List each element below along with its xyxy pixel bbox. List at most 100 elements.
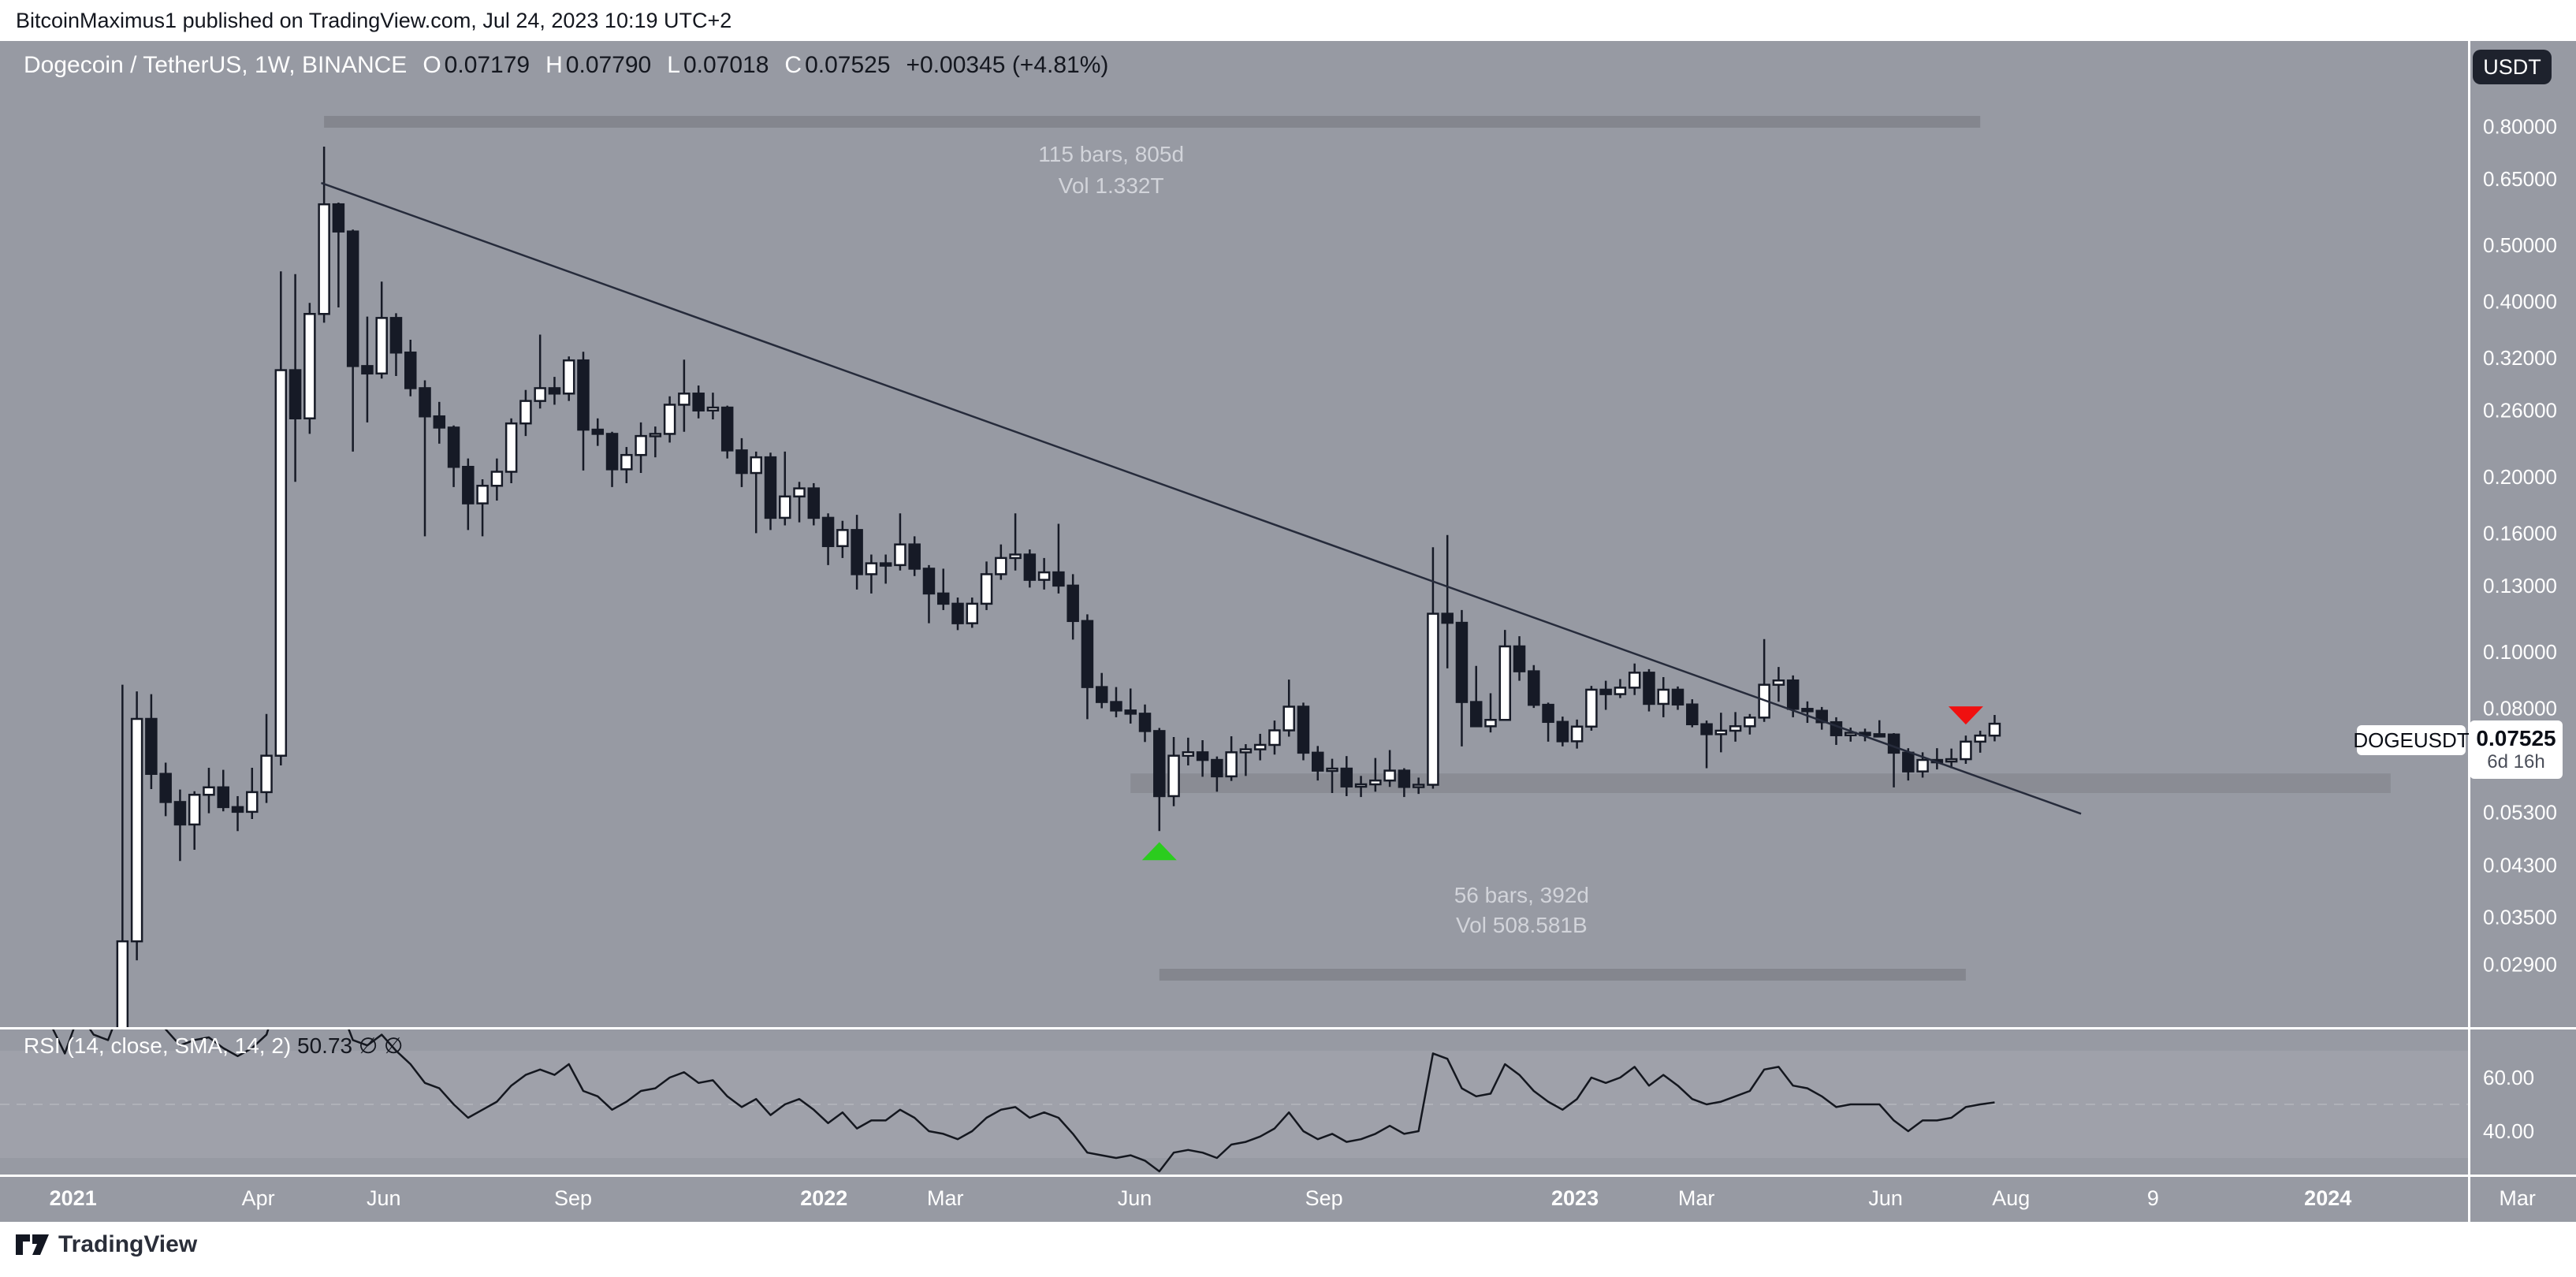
time-tick-label: Jun bbox=[367, 1186, 401, 1210]
time-tick-label: Mar bbox=[927, 1186, 964, 1210]
time-tick-label: 2022 bbox=[800, 1186, 847, 1210]
candle bbox=[1196, 740, 1209, 777]
candle bbox=[807, 482, 821, 526]
candle bbox=[303, 303, 316, 434]
price-tick-label: 0.04300 bbox=[2483, 853, 2557, 877]
time-tick-label: Sep bbox=[1305, 1186, 1343, 1210]
candle bbox=[1744, 713, 1756, 735]
price-tick-label: 0.50000 bbox=[2483, 233, 2557, 257]
price-tick-label: 0.32000 bbox=[2483, 346, 2557, 370]
time-tick-label: Aug bbox=[1992, 1186, 2030, 1210]
candle bbox=[1700, 720, 1713, 769]
candle bbox=[1282, 679, 1295, 737]
candle bbox=[173, 789, 187, 862]
candle bbox=[1182, 737, 1195, 766]
candle bbox=[1297, 702, 1310, 761]
axis-separator bbox=[0, 1175, 2576, 1177]
support-zone-rectangle[interactable] bbox=[1130, 773, 2391, 794]
candle bbox=[1095, 672, 1108, 709]
candle bbox=[116, 684, 129, 1027]
tradingview-logo-text: TradingView bbox=[58, 1231, 198, 1257]
bar-countdown: 6d 16h bbox=[2487, 751, 2545, 773]
candle bbox=[1945, 748, 1958, 769]
candle bbox=[706, 393, 720, 420]
candle bbox=[1528, 665, 1540, 709]
symbol-title[interactable]: Dogecoin / TetherUS, 1W, BINANCE bbox=[24, 52, 408, 78]
date-range-band[interactable] bbox=[324, 116, 1981, 128]
arrow-up-marker[interactable] bbox=[1141, 842, 1177, 861]
candle bbox=[865, 554, 878, 594]
price-tick-label: 0.40000 bbox=[2483, 290, 2557, 314]
rsi-tick-label: 40.00 bbox=[2483, 1119, 2534, 1143]
candle bbox=[1037, 557, 1051, 590]
candle bbox=[750, 451, 762, 534]
ohlc-open: O 0.07179 bbox=[423, 52, 530, 78]
currency-toggle-button[interactable]: USDT bbox=[2473, 50, 2552, 84]
candle bbox=[908, 536, 921, 576]
symbol-price-scale-tag: DOGEUSDT bbox=[2353, 725, 2470, 755]
rsi-pane[interactable] bbox=[0, 989, 2468, 1173]
candle bbox=[1009, 513, 1022, 571]
candle bbox=[663, 396, 676, 443]
candle bbox=[764, 452, 777, 531]
arrow-down-marker[interactable] bbox=[1948, 706, 1983, 725]
last-price-tag: 0.07525 6d 16h bbox=[2470, 720, 2563, 779]
chart-area[interactable]: 115 bars, 805d Vol 1.332T 56 bars, 392d Vol… bbox=[0, 41, 2576, 1222]
candle bbox=[678, 359, 691, 432]
pane-separator[interactable] bbox=[0, 1027, 2576, 1029]
candle bbox=[562, 356, 575, 401]
chart-canvas[interactable]: 115 bars, 805d Vol 1.332T 56 bars, 392d Vol… bbox=[0, 41, 2576, 1222]
candle bbox=[1427, 547, 1439, 789]
candle bbox=[980, 561, 993, 610]
price-tick-label: 0.26000 bbox=[2483, 399, 2557, 423]
rsi-legend[interactable]: RSI (14, close, SMA, 14, 2) 50.73 ∅ ∅ bbox=[24, 1033, 403, 1058]
candle bbox=[1801, 701, 1814, 724]
price-scale[interactable]: 0.80000 0.65000 0.50000 0.40000 0.32000 0.260… bbox=[2483, 115, 2557, 1143]
time-tick-label: Sep bbox=[554, 1186, 592, 1210]
candle bbox=[1398, 768, 1411, 798]
time-tick-label: Apr bbox=[242, 1186, 275, 1210]
price-pane[interactable]: 115 bars, 805d Vol 1.332T 56 bars, 392d Vol… bbox=[46, 116, 2391, 1222]
candle bbox=[1498, 630, 1512, 721]
time-scale[interactable]: 2021 Apr Jun Sep 2022 Mar Jun Sep 2023 Mar Jun Aug 9… bbox=[50, 1186, 2536, 1210]
price-tick-label: 0.03500 bbox=[2483, 905, 2557, 929]
last-price-value: 0.07525 bbox=[2476, 726, 2556, 751]
ohlc-low: L 0.07018 bbox=[667, 52, 769, 78]
candle bbox=[1167, 736, 1180, 806]
price-tick-label: 0.05300 bbox=[2483, 800, 2557, 824]
candle bbox=[1570, 719, 1584, 749]
candle bbox=[1110, 687, 1122, 717]
candle bbox=[1067, 574, 1079, 640]
candle bbox=[1340, 756, 1353, 796]
candle bbox=[951, 598, 964, 631]
candle bbox=[188, 791, 201, 850]
descending-trendline[interactable] bbox=[321, 181, 2082, 815]
candle bbox=[894, 513, 906, 571]
candle bbox=[692, 385, 705, 419]
candle bbox=[145, 694, 158, 790]
price-scale-separator[interactable] bbox=[2468, 41, 2470, 1222]
tradingview-logo-icon bbox=[16, 1234, 49, 1255]
candle bbox=[1628, 663, 1641, 695]
candle bbox=[504, 418, 518, 483]
date-range-band[interactable] bbox=[1159, 969, 1966, 981]
candles bbox=[116, 146, 2001, 1027]
candle bbox=[605, 431, 619, 487]
date-range-label: 115 bars, 805d bbox=[1038, 142, 1184, 166]
candle bbox=[1772, 667, 1785, 702]
candle bbox=[922, 564, 936, 624]
tradingview-brand[interactable]: TradingView bbox=[16, 1231, 197, 1258]
candle bbox=[1081, 614, 1094, 720]
candle bbox=[1412, 777, 1425, 795]
candle bbox=[318, 146, 330, 323]
candle bbox=[1988, 715, 2001, 742]
price-tick-label: 0.13000 bbox=[2483, 574, 2557, 598]
price-tick-label: 0.16000 bbox=[2483, 521, 2557, 545]
time-tick-label: 2023 bbox=[1551, 1186, 1599, 1210]
candle bbox=[1714, 713, 1728, 753]
candle bbox=[332, 203, 345, 307]
candle bbox=[389, 313, 403, 377]
time-tick-label: 9 bbox=[2147, 1186, 2159, 1210]
candle bbox=[404, 340, 417, 397]
